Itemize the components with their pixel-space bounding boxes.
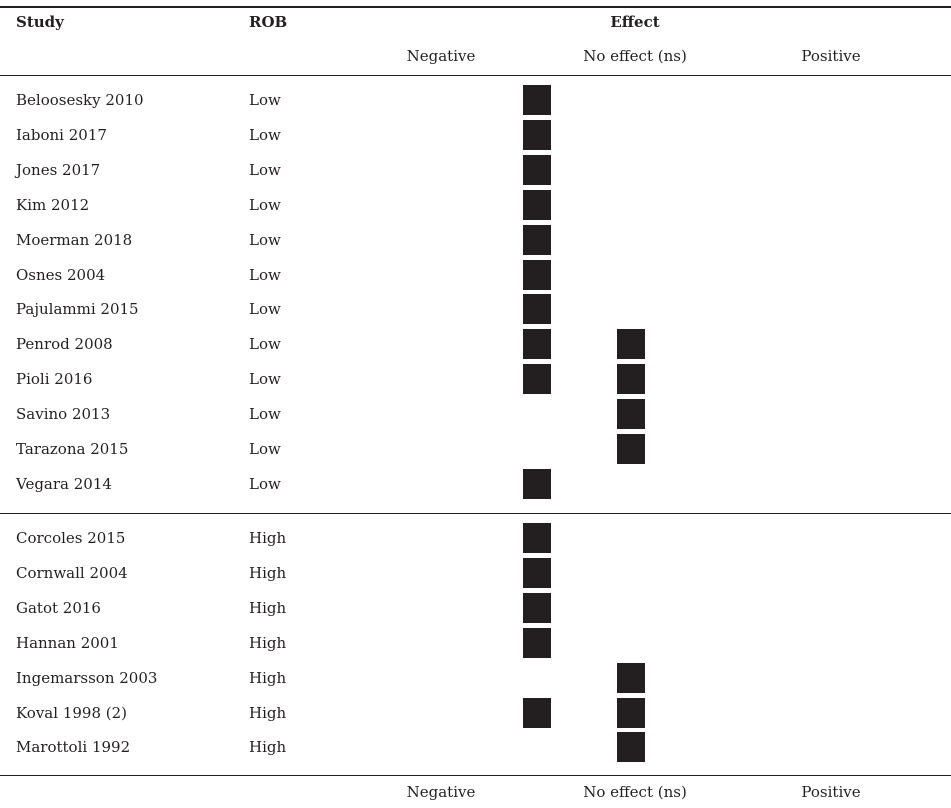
study-name: Ingemarsson 2003 xyxy=(16,668,158,687)
rob-value: Low xyxy=(249,300,281,319)
header-rob: ROB xyxy=(249,13,288,31)
effect-mark-negative xyxy=(523,119,551,150)
table-row: Ingemarsson 2003 High xyxy=(0,661,951,695)
study-name: Marottoli 1992 xyxy=(16,738,131,757)
footer-negative: Negative xyxy=(406,783,476,801)
table-row: Vegara 2014 Low xyxy=(0,467,951,501)
study-name: Vegara 2014 xyxy=(16,474,112,493)
effect-mark-no-effect-ns xyxy=(617,399,645,430)
table-row: Kim 2012 Low xyxy=(0,188,951,222)
effect-mark-no-effect-ns xyxy=(617,364,645,395)
effect-mark-no-effect-ns xyxy=(617,434,645,464)
footer-rule xyxy=(0,775,951,776)
top-rule xyxy=(0,6,951,8)
table-row: Pajulammi 2015 Low xyxy=(0,292,951,326)
study-name: Pajulammi 2015 xyxy=(16,300,139,319)
study-name: Hannan 2001 xyxy=(16,633,119,652)
study-name: Savino 2013 xyxy=(16,405,111,424)
effect-mark-no-effect-ns xyxy=(617,732,645,763)
header-study: Study xyxy=(16,13,64,31)
effect-mark-negative xyxy=(523,627,551,658)
study-name: Jones 2017 xyxy=(16,160,101,179)
table-row: Hannan 2001 High xyxy=(0,626,951,660)
group-divider-rule xyxy=(0,513,951,514)
rob-value: Low xyxy=(249,195,281,214)
table-row: Gatot 2016 High xyxy=(0,591,951,625)
effect-mark-negative xyxy=(523,294,551,325)
header-effect: Effect xyxy=(610,13,660,31)
rob-value: Low xyxy=(249,405,281,424)
effect-mark-negative xyxy=(523,329,551,360)
footer-positive: Positive xyxy=(801,783,861,801)
table-row: Jones 2017 Low xyxy=(0,153,951,187)
table-row: Corcoles 2015 High xyxy=(0,521,951,555)
effect-mark-no-effect-ns xyxy=(617,662,645,693)
table-row: Moerman 2018 Low xyxy=(0,223,951,257)
header-rule xyxy=(0,75,951,76)
table-row: Beloosesky 2010 Low xyxy=(0,83,951,117)
rob-value: Low xyxy=(249,160,281,179)
table-row: Iaboni 2017 Low xyxy=(0,118,951,152)
study-name: Cornwall 2004 xyxy=(16,563,128,582)
rob-value: High xyxy=(249,563,287,582)
subheader-no-effect: No effect (ns) xyxy=(583,47,687,65)
study-name: Tarazona 2015 xyxy=(16,440,129,458)
rob-value: High xyxy=(249,598,287,617)
rob-value: High xyxy=(249,668,287,687)
table-row: Cornwall 2004 High xyxy=(0,556,951,590)
effect-mark-negative xyxy=(523,224,551,255)
study-name: Penrod 2008 xyxy=(16,335,113,354)
study-name: Pioli 2016 xyxy=(16,370,93,389)
subheader-negative: Negative xyxy=(406,47,476,65)
study-name: Moerman 2018 xyxy=(16,230,133,249)
rob-value: Low xyxy=(249,335,281,354)
effect-mark-negative xyxy=(523,259,551,290)
effect-mark-negative xyxy=(523,557,551,588)
study-name: Beloosesky 2010 xyxy=(16,91,144,109)
effect-mark-negative xyxy=(523,364,551,395)
table-row: Marottoli 1992 High xyxy=(0,730,951,764)
table-row: Penrod 2008 Low xyxy=(0,327,951,361)
effect-mark-negative xyxy=(523,85,551,115)
study-name: Koval 1998 (2) xyxy=(16,703,128,722)
rob-value: Low xyxy=(249,230,281,249)
rob-value: Low xyxy=(249,125,281,144)
rob-value: Low xyxy=(249,91,281,109)
effect-mark-negative xyxy=(523,592,551,623)
rob-value: Low xyxy=(249,440,281,458)
rob-value: High xyxy=(249,529,287,547)
table-row: Savino 2013 Low xyxy=(0,397,951,431)
rob-value: Low xyxy=(249,265,281,284)
effect-mark-negative xyxy=(523,697,551,728)
rob-value: High xyxy=(249,738,287,757)
rob-value: High xyxy=(249,703,287,722)
effect-mark-negative xyxy=(523,468,551,499)
study-name: Gatot 2016 xyxy=(16,598,101,617)
table-row: Koval 1998 (2) High xyxy=(0,696,951,730)
effect-mark-no-effect-ns xyxy=(617,697,645,728)
rob-value: Low xyxy=(249,474,281,493)
effect-mark-negative xyxy=(523,523,551,553)
study-name: Kim 2012 xyxy=(16,195,90,214)
table-row: Osnes 2004 Low xyxy=(0,258,951,292)
table-row: Tarazona 2015 Low xyxy=(0,432,951,466)
table-row: Pioli 2016 Low xyxy=(0,362,951,396)
effect-mark-no-effect-ns xyxy=(617,329,645,360)
study-name: Iaboni 2017 xyxy=(16,125,107,144)
subheader-positive: Positive xyxy=(801,47,861,65)
effect-mark-negative xyxy=(523,189,551,220)
rob-value: Low xyxy=(249,370,281,389)
study-name: Corcoles 2015 xyxy=(16,529,126,547)
rob-value: High xyxy=(249,633,287,652)
footer-no-effect: No effect (ns) xyxy=(583,783,687,801)
study-name: Osnes 2004 xyxy=(16,265,106,284)
effect-mark-negative xyxy=(523,154,551,185)
